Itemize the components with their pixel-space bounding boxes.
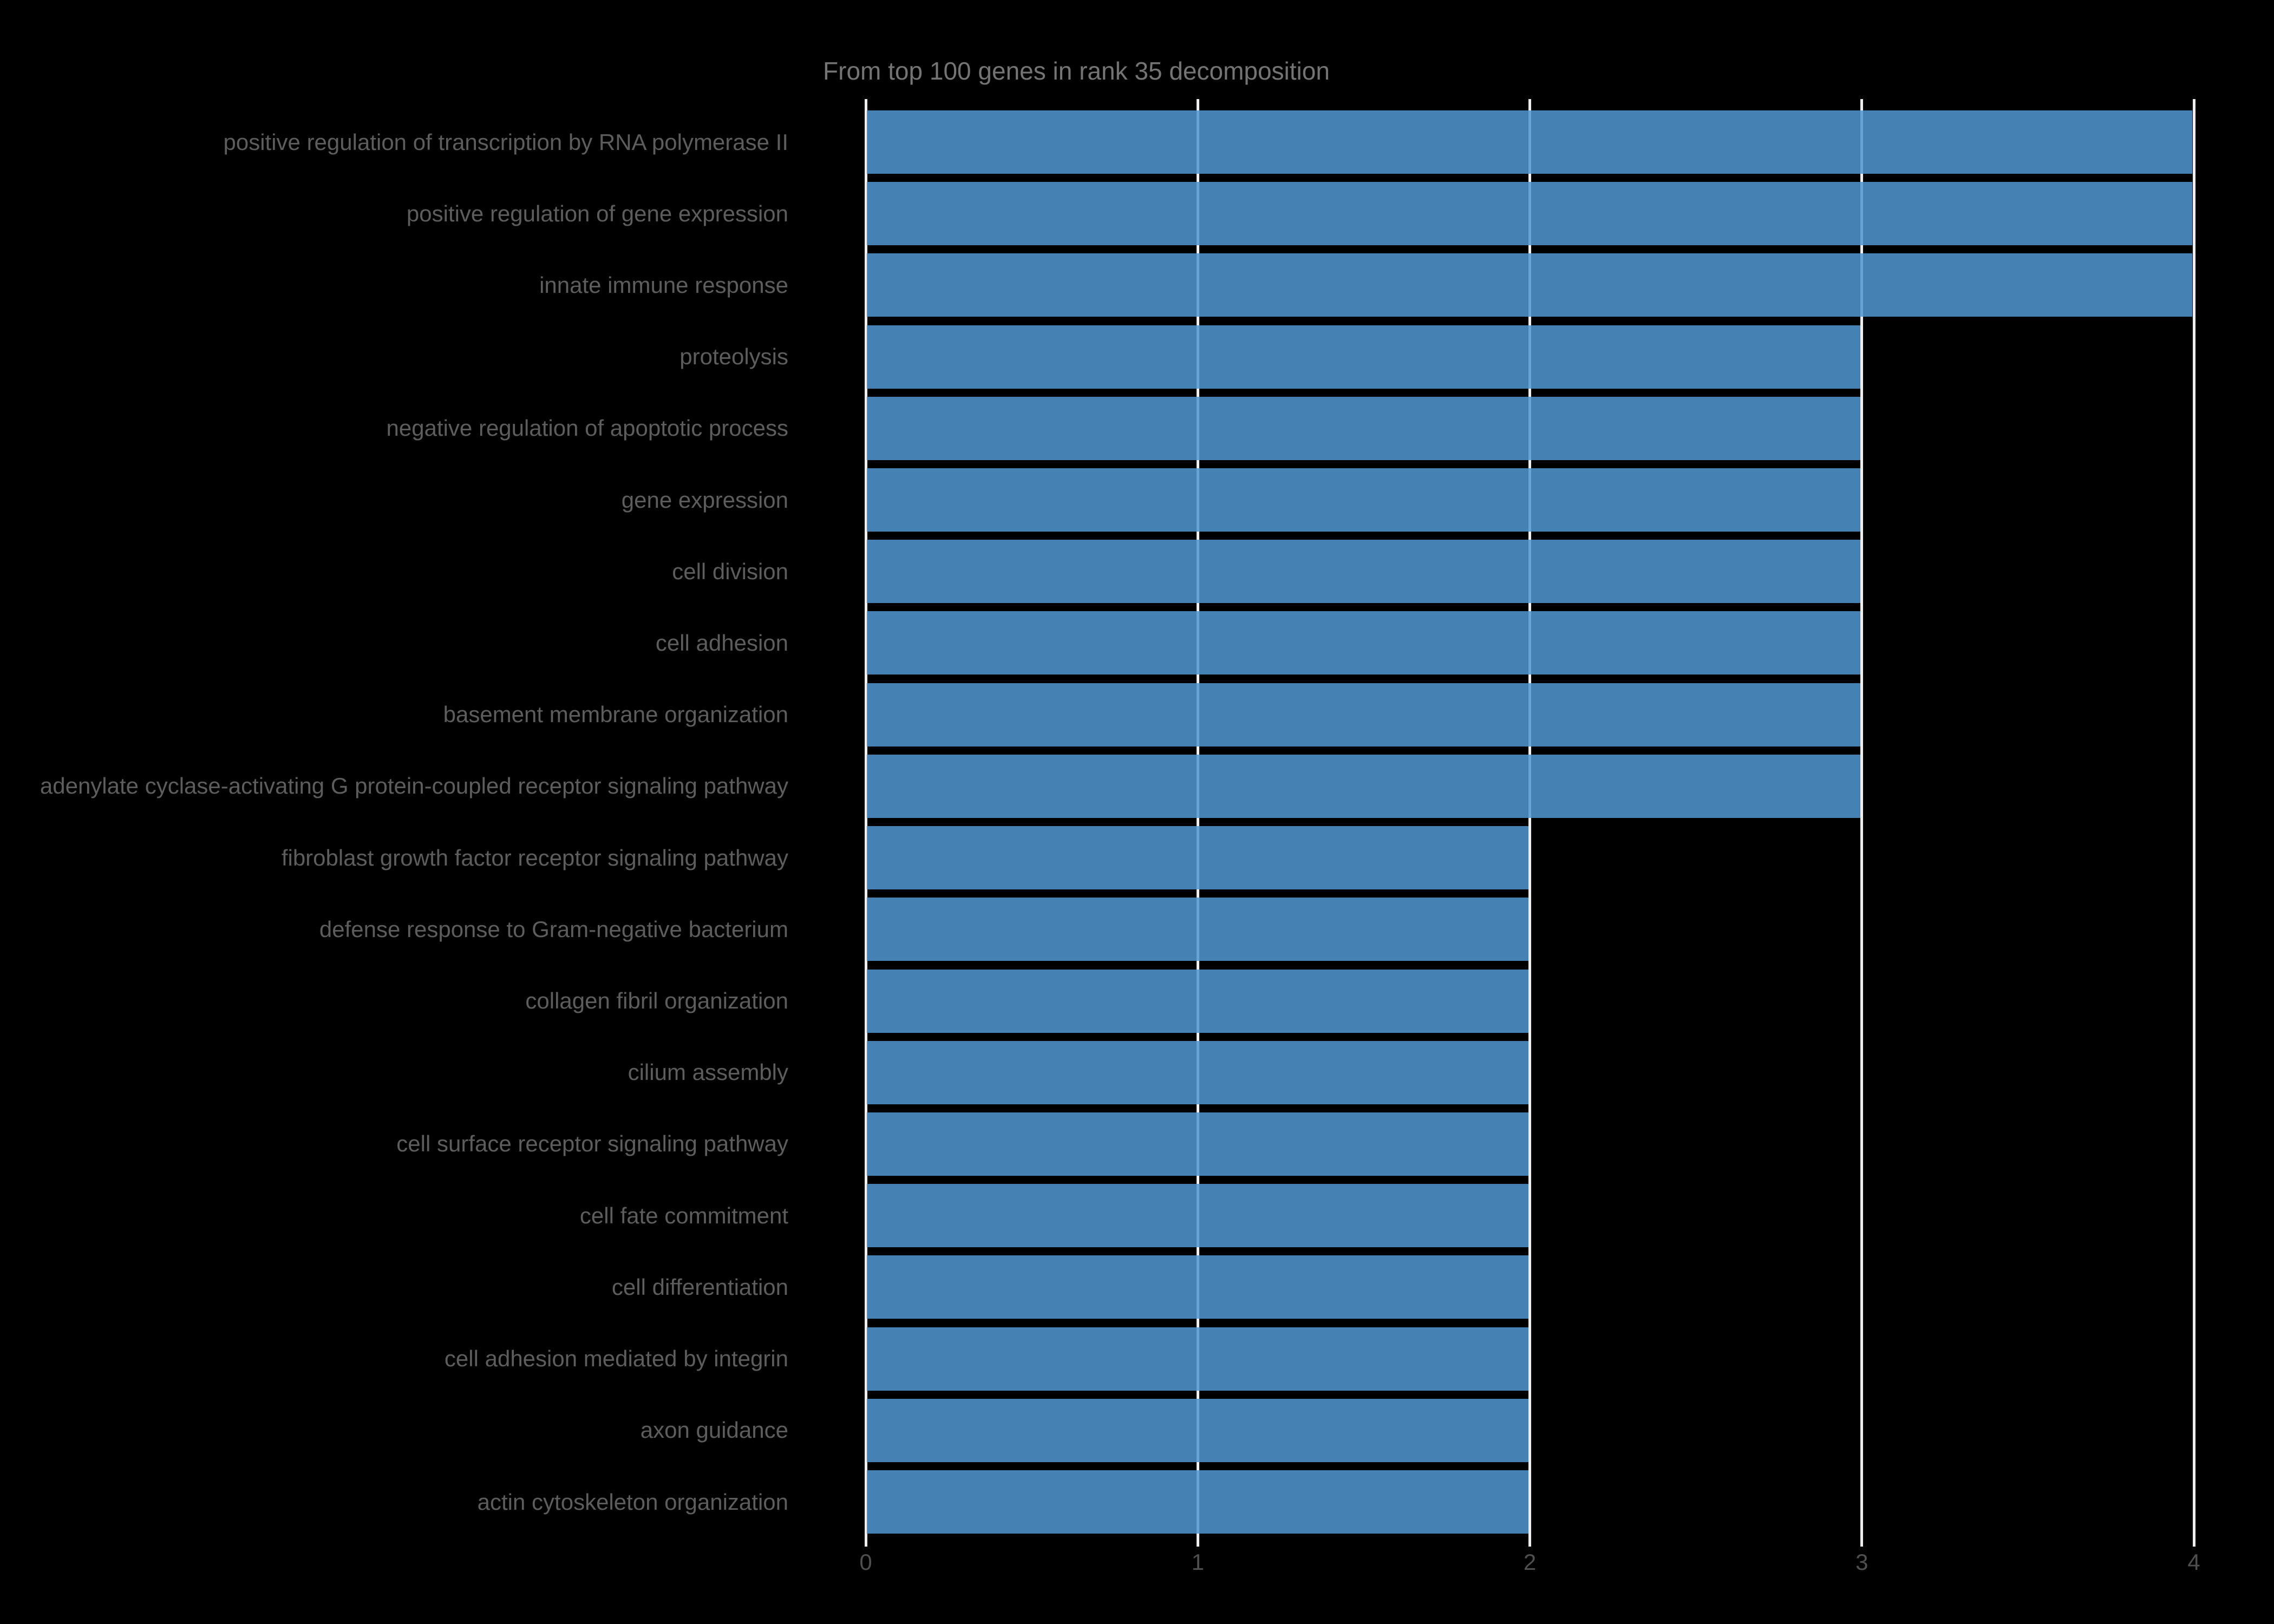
- category-label: cilium assembly: [628, 1059, 788, 1085]
- bar: [867, 1184, 1528, 1248]
- bar: [867, 253, 2192, 317]
- x-tick-label: 4: [2187, 1549, 2200, 1575]
- category-label: cell division: [672, 558, 788, 584]
- category-label: basement membrane organization: [443, 702, 788, 728]
- x-tick-label: 1: [1191, 1549, 1204, 1575]
- bar: [867, 325, 1860, 389]
- category-label: proteolysis: [679, 344, 788, 370]
- category-label: innate immune response: [539, 272, 788, 298]
- gridline: [864, 99, 867, 1547]
- x-tick-label: 3: [1855, 1549, 1868, 1575]
- category-label: axon guidance: [640, 1417, 788, 1443]
- x-tick-label: 0: [859, 1549, 872, 1575]
- category-label: actin cytoskeleton organization: [477, 1489, 788, 1515]
- gridline: [1196, 99, 1199, 1547]
- bar: [867, 182, 2192, 246]
- category-label: collagen fibril organization: [525, 988, 788, 1014]
- bar: [867, 540, 1860, 604]
- category-label: adenylate cyclase-activating G protein-c…: [40, 773, 788, 799]
- category-label: cell differentiation: [611, 1274, 788, 1300]
- chart-title: From top 100 genes in rank 35 decomposit…: [823, 57, 1330, 85]
- gridline: [1528, 99, 1531, 1547]
- bar: [867, 396, 1860, 460]
- bar: [867, 1398, 1528, 1462]
- category-label: cell adhesion: [655, 630, 788, 656]
- category-label: positive regulation of gene expression: [406, 200, 788, 226]
- gridline: [1860, 99, 1864, 1547]
- bar: [867, 1327, 1528, 1391]
- bar: [867, 110, 2192, 174]
- x-tick-label: 2: [1523, 1549, 1537, 1575]
- category-label: negative regulation of apoptotic process: [386, 415, 789, 441]
- bar: [867, 898, 1528, 961]
- bar: [867, 1040, 1528, 1104]
- bar: [867, 1470, 1528, 1534]
- bar: [867, 754, 1860, 818]
- bar: [867, 611, 1860, 675]
- bar: [867, 683, 1860, 746]
- bar: [867, 468, 1860, 532]
- bar: [867, 969, 1528, 1033]
- bar: [867, 1112, 1528, 1176]
- category-label: cell surface receptor signaling pathway: [396, 1131, 788, 1157]
- bar: [867, 826, 1528, 890]
- category-label: cell fate commitment: [579, 1202, 788, 1228]
- bar: [867, 1255, 1528, 1319]
- category-label: defense response to Gram-negative bacter…: [319, 916, 788, 942]
- gridline: [2192, 99, 2195, 1547]
- category-label: cell adhesion mediated by integrin: [444, 1346, 788, 1372]
- category-label: gene expression: [621, 487, 788, 513]
- category-label: positive regulation of transcription by …: [223, 129, 789, 155]
- category-label: fibroblast growth factor receptor signal…: [281, 844, 788, 870]
